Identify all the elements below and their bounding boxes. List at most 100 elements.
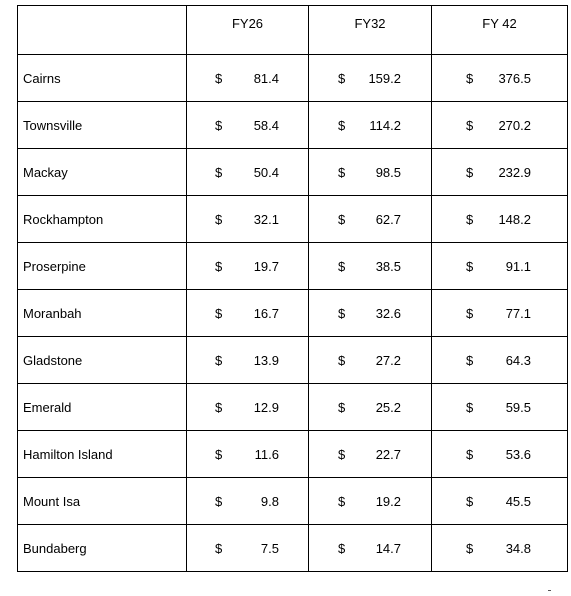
amount: 45.5: [505, 493, 531, 509]
value-cell: $98.5: [308, 148, 432, 196]
amount: 376.5: [498, 70, 531, 86]
row-name-cell: Proserpine: [17, 242, 187, 290]
table-row: Hamilton Island $11.6 $22.7 $53.6: [17, 430, 568, 478]
money-value: $14.7: [309, 541, 431, 556]
row-name-cell: Mount Isa: [17, 477, 187, 525]
currency-symbol: $: [466, 164, 474, 180]
value-cell: $53.6: [431, 430, 568, 478]
money-value: $12.9: [187, 400, 308, 415]
currency-symbol: $: [215, 70, 223, 86]
amount: 58.4: [253, 117, 279, 133]
row-name: Bundaberg: [23, 540, 87, 556]
amount: 32.6: [375, 305, 401, 321]
amount: 32.1: [253, 211, 279, 227]
money-value: $148.2: [432, 212, 567, 227]
row-name: Proserpine: [23, 258, 86, 274]
value-cell: $14.7: [308, 524, 432, 572]
money-value: $34.8: [432, 541, 567, 556]
currency-symbol: $: [466, 117, 474, 133]
currency-symbol: $: [466, 305, 474, 321]
currency-symbol: $: [215, 446, 223, 462]
money-value: $98.5: [309, 165, 431, 180]
header-cell-fy32: FY32: [308, 5, 432, 55]
amount: 98.5: [375, 164, 401, 180]
currency-symbol: $: [215, 305, 223, 321]
money-value: $270.2: [432, 118, 567, 133]
row-name-cell: Bundaberg: [17, 524, 187, 572]
table-row: Mackay $50.4 $98.5 $232.9: [17, 148, 568, 196]
money-value: $38.5: [309, 259, 431, 274]
amount: 50.4: [253, 164, 279, 180]
money-value: $27.2: [309, 353, 431, 368]
row-name-cell: Moranbah: [17, 289, 187, 337]
value-cell: $22.7: [308, 430, 432, 478]
value-cell: $45.5: [431, 477, 568, 525]
value-cell: $159.2: [308, 54, 432, 102]
row-name: Moranbah: [23, 305, 82, 321]
row-name: Rockhampton: [23, 211, 104, 227]
value-cell: $232.9: [431, 148, 568, 196]
currency-symbol: $: [338, 399, 346, 415]
table-row: Proserpine $19.7 $38.5 $91.1: [17, 242, 568, 290]
currency-symbol: $: [338, 352, 346, 368]
amount: 77.1: [505, 305, 531, 321]
currency-symbol: $: [466, 540, 474, 556]
value-cell: $81.4: [186, 54, 309, 102]
table-row: Gladstone $13.9 $27.2 $64.3: [17, 336, 568, 384]
currency-symbol: $: [466, 399, 474, 415]
amount: 38.5: [375, 258, 401, 274]
row-name: Townsville: [23, 117, 83, 133]
row-name: Emerald: [23, 399, 72, 415]
table-row: Moranbah $16.7 $32.6 $77.1: [17, 289, 568, 337]
amount: 22.7: [375, 446, 401, 462]
money-value: $32.1: [187, 212, 308, 227]
currency-symbol: $: [466, 493, 474, 509]
amount: 19.7: [253, 258, 279, 274]
value-cell: $38.5: [308, 242, 432, 290]
currency-symbol: $: [215, 117, 223, 133]
amount: 232.9: [498, 164, 531, 180]
money-value: $50.4: [187, 165, 308, 180]
amount: 159.2: [368, 70, 401, 86]
currency-symbol: $: [215, 352, 223, 368]
row-name-cell: Emerald: [17, 383, 187, 431]
currency-symbol: $: [338, 117, 346, 133]
money-value: $62.7: [309, 212, 431, 227]
money-value: $114.2: [309, 118, 431, 133]
row-name-cell: Rockhampton: [17, 195, 187, 243]
currency-symbol: $: [338, 258, 346, 274]
header-cell-fy26: FY26: [186, 5, 309, 55]
currency-symbol: $: [338, 540, 346, 556]
amount: 114.2: [369, 117, 401, 133]
amount: 14.7: [375, 540, 401, 556]
row-name-cell: Townsville: [17, 101, 187, 149]
value-cell: $59.5: [431, 383, 568, 431]
table-row: Rockhampton $32.1 $62.7 $148.2: [17, 195, 568, 243]
currency-symbol: $: [466, 258, 474, 274]
currency-symbol: $: [338, 70, 346, 86]
money-value: $376.5: [432, 71, 567, 86]
header-row: FY26 FY32 FY 42: [17, 5, 568, 55]
amount: 148.2: [498, 211, 531, 227]
money-value: $16.7: [187, 306, 308, 321]
row-name-cell: Cairns: [17, 54, 187, 102]
amount: 16.7: [253, 305, 279, 321]
value-cell: $376.5: [431, 54, 568, 102]
amount: 53.6: [505, 446, 531, 462]
row-name: Mount Isa: [23, 493, 81, 509]
money-value: $19.7: [187, 259, 308, 274]
table-row: Bundaberg $7.5 $14.7 $34.8: [17, 524, 568, 572]
currency-symbol: $: [466, 446, 474, 462]
amount: 27.2: [375, 352, 401, 368]
currency-symbol: $: [338, 493, 346, 509]
amount: 25.2: [375, 399, 401, 415]
value-cell: $50.4: [186, 148, 309, 196]
value-cell: $148.2: [431, 195, 568, 243]
value-cell: $114.2: [308, 101, 432, 149]
amount: 11.6: [254, 446, 279, 462]
table-row: Cairns $81.4 $159.2 $376.5: [17, 54, 568, 102]
value-cell: $34.8: [431, 524, 568, 572]
value-cell: $16.7: [186, 289, 309, 337]
row-name: Gladstone: [23, 352, 83, 368]
value-cell: $11.6: [186, 430, 309, 478]
